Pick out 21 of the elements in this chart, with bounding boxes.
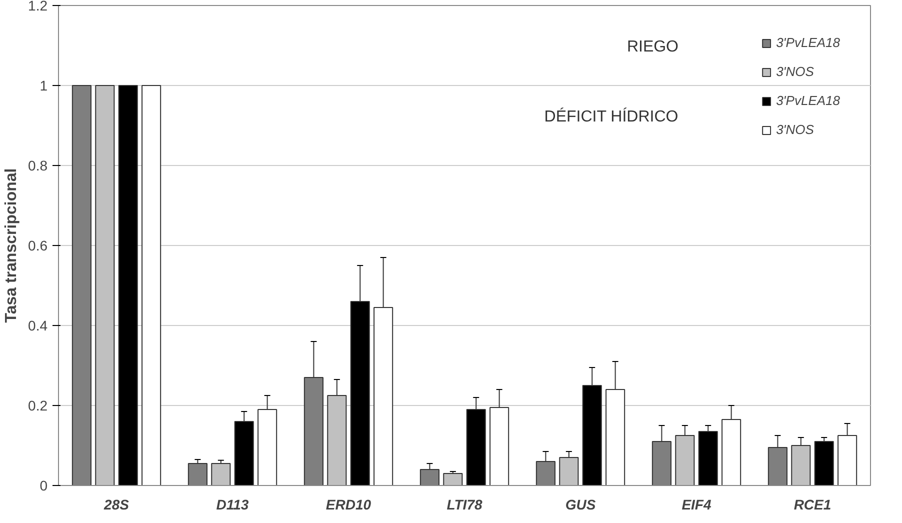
x-tick-label: 28S	[103, 496, 130, 512]
annotation: RIEGO	[626, 38, 678, 56]
y-tick-label: 1	[40, 78, 48, 94]
y-tick-label: 1.2	[28, 0, 48, 14]
x-tick-label: ERD10	[326, 496, 372, 512]
x-tick-label: EIF4	[682, 496, 712, 512]
x-tick-label: D113	[216, 496, 249, 512]
x-tick-label: RCE1	[794, 496, 832, 512]
y-axis-title: Tasa transcripcional	[3, 168, 20, 323]
x-tick-label: LTI78	[446, 496, 482, 512]
legend-label: 3'PvLEA18	[776, 93, 840, 108]
y-tick-label: 0.4	[28, 318, 48, 334]
legend-label: 3'NOS	[776, 64, 814, 79]
x-tick-label: GUS	[565, 496, 596, 512]
y-tick-label: 0.8	[28, 158, 48, 174]
legend-label: 3'PvLEA18	[776, 35, 840, 50]
y-tick-label: 0.6	[28, 238, 48, 254]
annotation: DÉFICIT HÍDRICO	[544, 108, 678, 126]
y-tick-label: 0.2	[28, 398, 48, 414]
legend-label: 3'NOS	[776, 122, 814, 137]
y-tick-label: 0	[40, 478, 48, 494]
